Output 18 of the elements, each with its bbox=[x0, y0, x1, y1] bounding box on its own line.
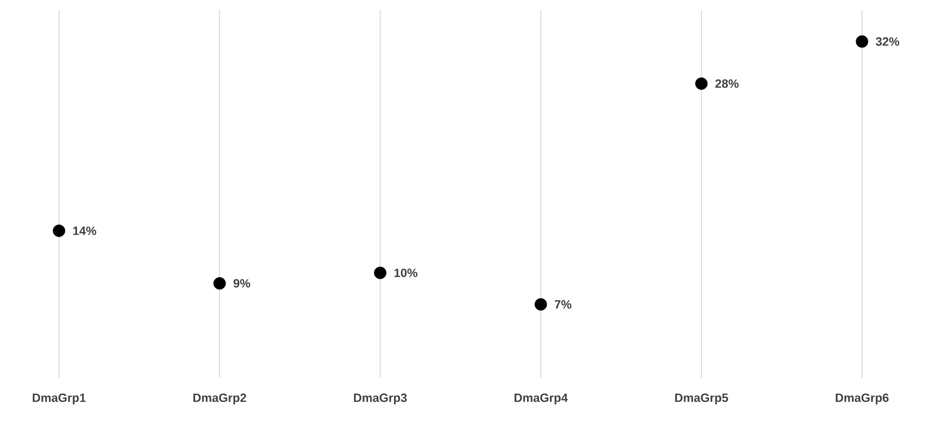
x-tick-label: DmaGrp4 bbox=[514, 394, 568, 404]
data-label: 10% bbox=[394, 268, 418, 278]
data-label: 28% bbox=[715, 79, 739, 88]
point bbox=[534, 298, 548, 311]
data-label: 7% bbox=[554, 300, 572, 309]
point bbox=[856, 35, 868, 48]
x-tick-label: DmaGrp6 bbox=[836, 394, 889, 404]
x-tick-label: DmaGrp5 bbox=[675, 394, 728, 404]
data-label: 14% bbox=[73, 226, 96, 236]
x-tick-label: DmaGrp2 bbox=[193, 394, 246, 404]
x-tick-label: DmaGrp3 bbox=[354, 394, 407, 404]
data-label: 32% bbox=[876, 37, 900, 46]
x-tick-label: DmaGrp1 bbox=[32, 394, 86, 404]
point bbox=[52, 224, 66, 237]
point bbox=[213, 277, 226, 290]
point bbox=[374, 266, 386, 280]
point bbox=[695, 77, 708, 90]
data-label: 9% bbox=[234, 279, 250, 288]
